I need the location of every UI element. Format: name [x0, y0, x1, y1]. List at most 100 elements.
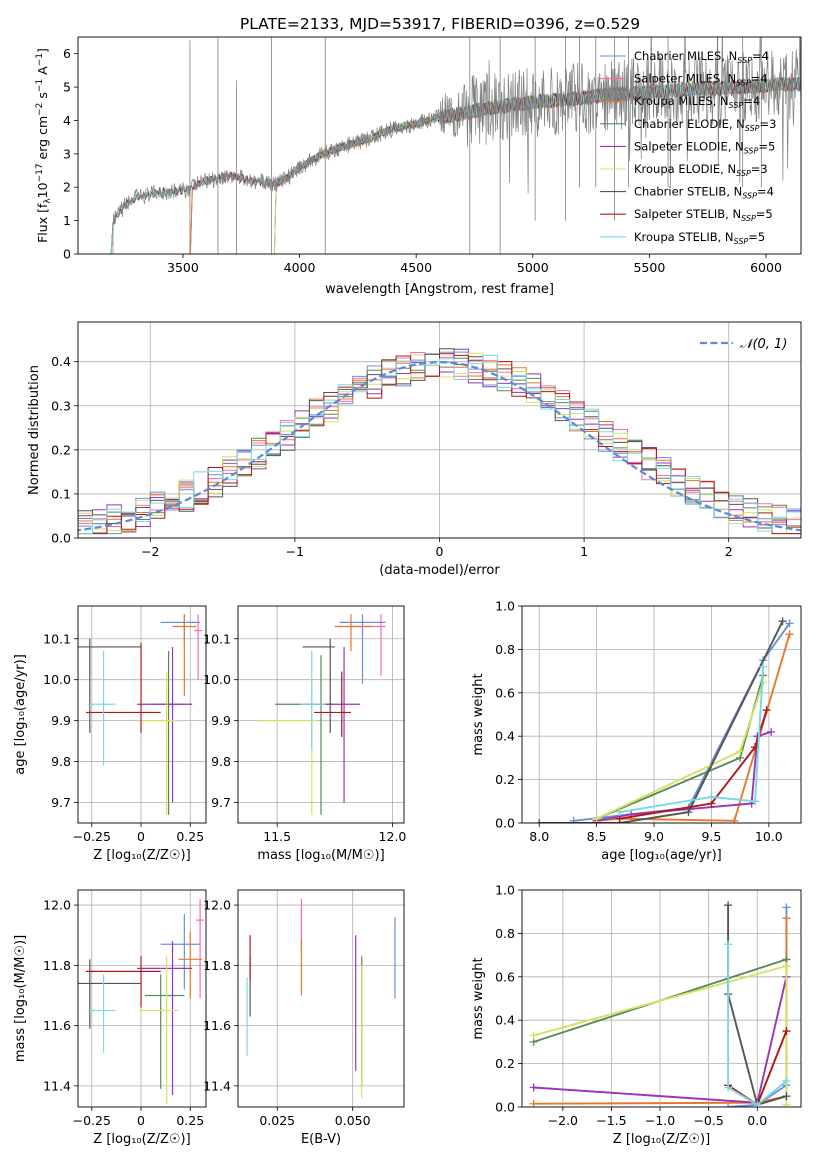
y-axis-label: mass weight	[471, 673, 486, 755]
legend-entry: Chabrier MILES, NSSP=4	[634, 49, 769, 65]
x-tick-label: 0.25	[176, 829, 204, 844]
y-axis-label: Flux [fλ10−17 erg cm−2 s−1 A−1]	[35, 48, 53, 243]
errorbar-point	[144, 974, 185, 1089]
mass-weight-marker	[684, 808, 693, 817]
axes-frame	[521, 605, 802, 824]
y-tick-label: 11.6	[203, 1018, 231, 1033]
errorbar-point	[139, 956, 179, 1104]
y-tick-label: 11.4	[203, 1078, 231, 1093]
errorbar-point	[178, 932, 203, 999]
legend-entry: Kroupa ELODIE, NSSP=3	[634, 162, 768, 178]
legend-entry: 𝒩(0, 1)	[740, 337, 787, 352]
y-axis-label: mass weight	[471, 957, 486, 1039]
x-axis-label: (data-model)/error	[379, 563, 500, 578]
x-tick-label: −1	[286, 544, 304, 559]
y-tick-label: 12.0	[203, 898, 231, 913]
errorbar-point	[339, 614, 386, 684]
mass-weight-marker	[785, 630, 794, 639]
y-axis-label: age [log₁₀(age/yr)]	[13, 654, 28, 775]
x-tick-label: 2	[725, 544, 733, 559]
y-tick-label: 11.6	[43, 1018, 71, 1033]
mass-weight-line	[539, 620, 784, 823]
mass-weight-line	[619, 666, 765, 814]
mass-weight-marker	[782, 914, 791, 923]
y-tick-label: 10.1	[203, 631, 231, 646]
axes-frame	[521, 889, 802, 1108]
errorbar-point	[302, 638, 335, 733]
gridlines	[78, 606, 206, 823]
y-tick-label: 9.8	[211, 754, 231, 769]
mass-weight-line	[596, 675, 765, 820]
legend-entry: Chabrier STELIB, NSSP=4	[634, 185, 774, 201]
y-tick-label: 0.6	[495, 685, 515, 700]
errorbar-point	[300, 651, 326, 750]
x-tick-label: 0	[137, 829, 145, 844]
y-tick-label: 9.9	[211, 713, 231, 728]
x-axis-label: mass [log₁₀(M/M☉)]	[257, 848, 384, 863]
y-tick-label: 0.1	[51, 486, 71, 501]
y-tick-label: 0.4	[51, 354, 71, 369]
x-tick-label: 10.0	[755, 829, 783, 844]
x-axis-label: age [log₁₀(age/yr)]	[601, 848, 722, 863]
x-tick-label: 0.0	[747, 1113, 767, 1128]
y-tick-label: 4	[63, 113, 71, 128]
x-axis-label: E(B-V)	[301, 1132, 341, 1147]
errorbar-point	[304, 646, 361, 803]
normal-distribution-curve	[78, 360, 801, 532]
y-tick-label: 0.6	[495, 969, 515, 984]
x-tick-label: 9.0	[644, 829, 664, 844]
y-tick-label: 6	[63, 46, 71, 61]
observed-spectrum-line	[112, 37, 801, 254]
errorbar-point	[78, 638, 142, 733]
y-tick-label: 0.0	[495, 816, 515, 831]
age_vs_Z-panel: −0.25 0 0.25 9.7 9.8 9.9 10.0 10.1 Z [log₁₀(Z/Z☉…	[13, 605, 207, 863]
axes-frame	[77, 36, 802, 255]
errorbar-point	[139, 671, 179, 815]
y-tick-label: 3	[63, 146, 71, 161]
mass-weight-marker	[730, 816, 739, 823]
x-tick-label: 8.0	[529, 829, 549, 844]
y-tick-label: 5	[63, 80, 71, 95]
figure-title: PLATE=2133, MJD=53917, FIBERID=0396, z=0…	[240, 15, 640, 33]
errorbar-point	[87, 651, 116, 766]
y-tick-label: 9.8	[51, 754, 71, 769]
mass-weight-marker	[615, 808, 624, 817]
residual-histogram	[78, 354, 801, 535]
x-tick-label: 4000	[284, 260, 316, 275]
errorbar-point	[274, 655, 333, 815]
x-tick-label: 9.5	[701, 829, 721, 844]
x-tick-label: 4500	[400, 260, 432, 275]
mass-weight-marker	[782, 1100, 791, 1107]
mass-weight-marker	[569, 816, 578, 823]
legend-entry: Kroupa MILES, NSSP=4	[634, 94, 760, 110]
mass-weight-marker	[782, 903, 791, 912]
y-tick-label: 0.8	[495, 926, 515, 941]
axes-frame	[77, 605, 207, 824]
mass_vs_Z-panel: −0.25 0 0.25 11.4 11.6 11.8 12.0 Z [log₁₀(Z/Z☉)…	[13, 889, 207, 1147]
x-tick-label: 0.25	[176, 1113, 204, 1128]
errorbar-point	[258, 679, 317, 815]
x-tick-label: −1.0	[645, 1113, 675, 1128]
y-axis-label: Normed distribution	[27, 365, 42, 495]
x-tick-label: −2	[141, 544, 159, 559]
mass-weight-marker	[782, 961, 791, 970]
gridlines	[522, 889, 801, 1108]
errorbar-point	[196, 899, 205, 999]
mass_vs_EBV-panel: 0.025 0.050 11.4 11.6 11.8 12.0 E(B-V)	[203, 889, 405, 1147]
x-tick-label: 6000	[750, 260, 782, 275]
errorbar-point	[87, 974, 116, 1053]
x-tick-label: 8.5	[587, 829, 607, 844]
errorbar-point	[160, 914, 201, 990]
x-axis-label: wavelength [Angstrom, rest frame]	[325, 282, 554, 297]
errorbar-point	[85, 642, 161, 733]
y-tick-label: 11.8	[203, 958, 231, 973]
mass_weight_vs_age-panel: 8.0 8.5 9.0 9.5 10.0 0.0 0.2 0.4 0.6 0.8 1.0 age [l…	[471, 599, 802, 863]
y-tick-label: 0	[63, 247, 71, 262]
mass-weight-marker	[751, 797, 760, 806]
x-tick-label: 5500	[633, 260, 665, 275]
y-axis-label: mass [log₁₀(M/M☉)]	[13, 935, 28, 1062]
x-tick-label: 5000	[517, 260, 549, 275]
gridlines	[238, 890, 404, 1107]
x-tick-label: 12.0	[379, 829, 407, 844]
